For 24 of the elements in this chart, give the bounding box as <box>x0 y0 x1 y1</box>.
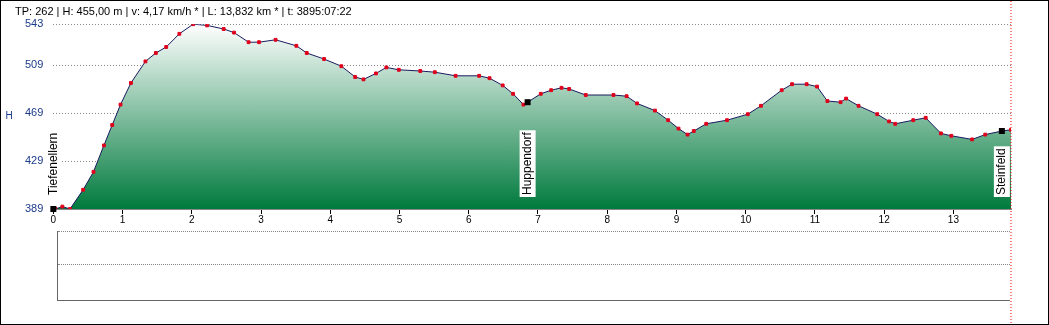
x-tick-label: 5 <box>396 213 403 225</box>
x-tick-label: 2 <box>189 213 196 225</box>
chart-title: TP: 262 | H: 455,00 m | v: 4,17 km/h * | L: 13,832 km * | t: 3895:07:22 <box>15 4 352 17</box>
x-tick-label: 6 <box>465 213 472 225</box>
x-tick-label: 0 <box>50 213 57 225</box>
x-tick-label: 7 <box>535 213 542 225</box>
y-axis-title: H <box>5 110 13 122</box>
x-tick-label: 9 <box>673 213 680 225</box>
y-tick-label: 429 <box>24 154 44 167</box>
x-tick-label: 4 <box>327 213 334 225</box>
y-tick-label: 389 <box>24 202 44 215</box>
x-tick-label: 8 <box>604 213 611 225</box>
annotation: Huppendorf <box>519 131 534 195</box>
y-tick-label: 509 <box>24 58 44 71</box>
y-tick-label: 543 <box>24 17 44 30</box>
x-tick-label: 11 <box>809 213 821 225</box>
x-tick-label: 12 <box>878 213 891 225</box>
x-tick-label: 13 <box>947 213 960 225</box>
annotation: Steinfeld <box>994 148 1009 195</box>
x-tick-label: 1 <box>119 213 126 225</box>
annotation: Tiefenellern <box>45 132 60 195</box>
x-tick-label: 10 <box>740 213 752 225</box>
x-tick-label: 3 <box>258 213 265 225</box>
y-tick-label: 469 <box>24 106 44 119</box>
